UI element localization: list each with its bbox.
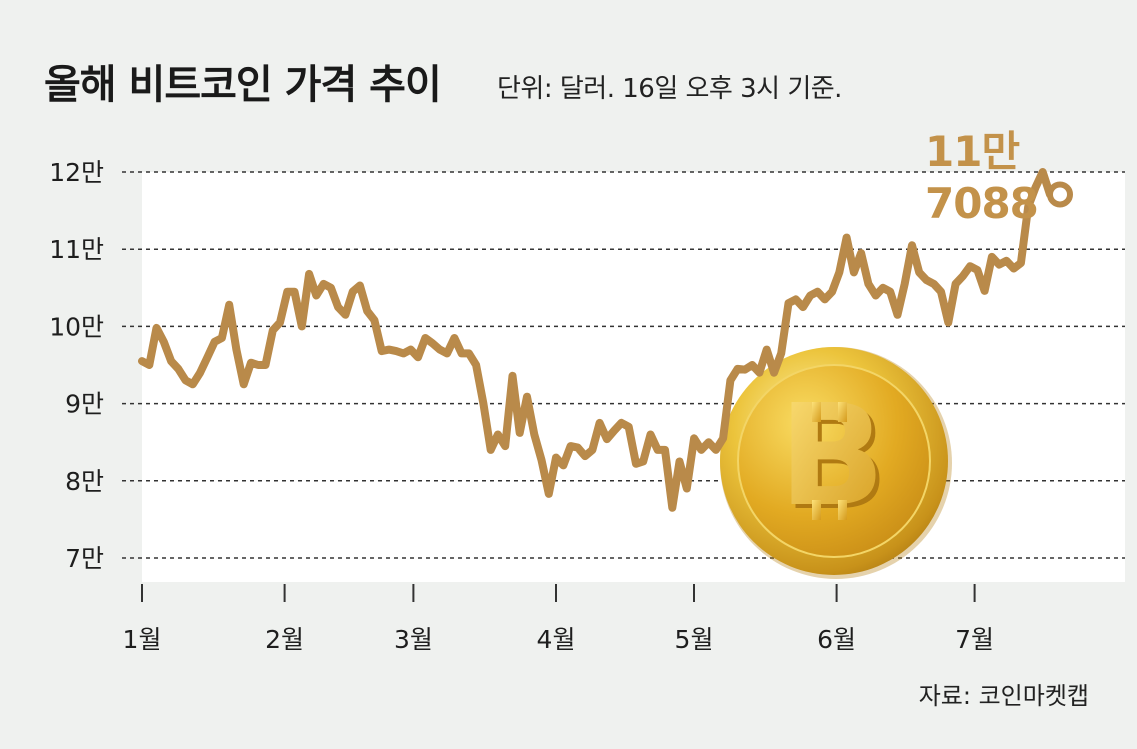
x-tick-label: 2월 [265,625,304,654]
y-axis: 12만 11만 10만 9만 8만 7만 [49,158,104,573]
y-tick-label: 9만 [65,390,104,419]
bitcoin-coin-icon: B B [720,347,952,579]
x-tick-label: 3월 [394,625,433,654]
y-tick-label: 12만 [49,158,104,187]
x-tick-label: 4월 [537,625,576,654]
y-tick-label: 10만 [49,312,104,341]
y-tick-label: 7만 [65,544,104,573]
y-tick-label: 8만 [65,467,104,496]
x-tick-label: 6월 [817,625,856,654]
svg-text:B: B [779,375,886,538]
chart-title: 올해 비트코인 가격 추이 [44,62,442,108]
grid [122,171,1125,559]
y-tick-label: 11만 [49,235,104,264]
chart-subtitle: 단위: 달러. 16일 오후 3시 기준. [497,74,842,104]
svg-text:B: B [783,379,890,542]
x-tick-label: 7월 [955,625,994,654]
end-point-marker [1047,181,1073,208]
x-tick-label: 5월 [675,625,714,654]
source-note: 자료: 코인마켓캡 [918,682,1089,710]
x-tick-label: 1월 [123,625,162,654]
latest-price-annotation: 11만 7088 [925,127,1039,228]
plot-area [142,172,1125,582]
series-line [138,168,1054,512]
x-axis: 1월 2월 3월 4월 5월 6월 7월 [123,584,994,654]
